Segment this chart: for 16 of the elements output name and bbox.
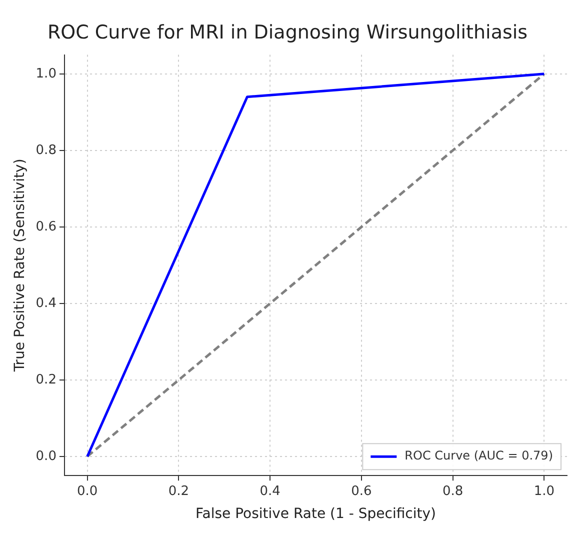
x-tick-label: 1.0 (534, 484, 554, 499)
x-tick-label: 0.4 (260, 484, 280, 499)
y-tick-label: 0.2 (36, 372, 56, 388)
legend-label: ROC Curve (AUC = 0.79) (404, 448, 554, 463)
y-tick-label: 1.0 (36, 66, 56, 82)
y-tick-label: 0.6 (36, 219, 56, 234)
x-axis-title: False Positive Rate (1 - Specificity) (195, 506, 436, 522)
y-tick-label: 0.4 (36, 296, 56, 311)
x-tick-label: 0.6 (351, 484, 372, 499)
chart-title: ROC Curve for MRI in Diagnosing Wirsungolithiasis (47, 21, 528, 44)
y-tick-label: 0.0 (36, 448, 56, 464)
y-axis-title: True Positive Rate (Sensitivity) (12, 158, 28, 373)
x-tick-label: 0.8 (442, 484, 464, 499)
x-tick-label: 0.0 (76, 484, 98, 499)
x-tick-label: 0.2 (168, 484, 190, 499)
y-tick-label: 0.8 (36, 142, 56, 158)
